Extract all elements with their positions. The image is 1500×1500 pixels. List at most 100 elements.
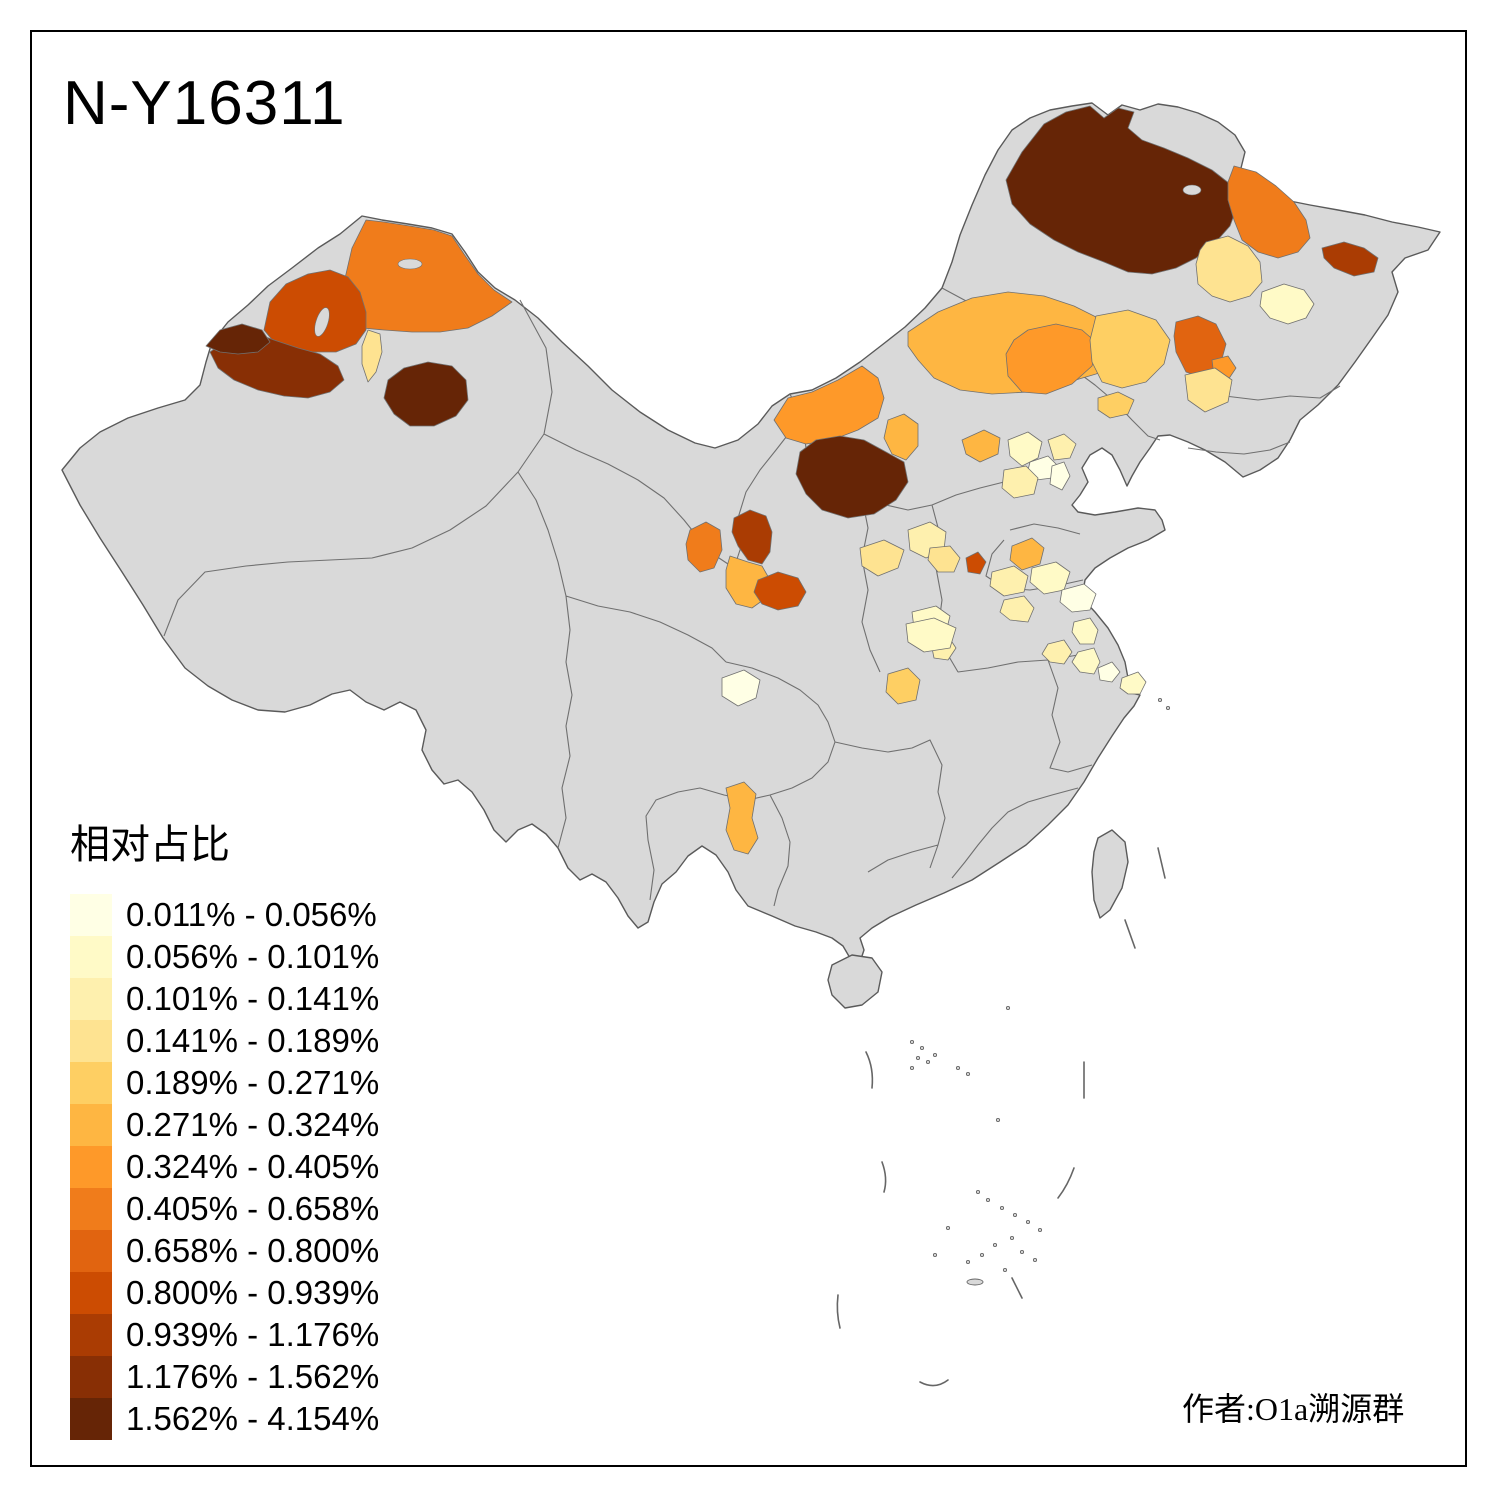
island <box>966 1278 984 1286</box>
map-region <box>731 509 773 565</box>
legend-item-label: 0.271% - 0.324% <box>126 1106 380 1143</box>
map-region <box>795 435 909 519</box>
map-region <box>339 219 513 333</box>
legend-item-label: 1.176% - 1.562% <box>126 1358 380 1395</box>
island-dot <box>995 1117 1001 1123</box>
legend-item: 0.271% - 0.324% <box>70 1104 379 1146</box>
dash-line <box>881 1161 887 1193</box>
map-region <box>1071 617 1099 645</box>
lake <box>314 307 330 337</box>
island-dot <box>999 1205 1005 1211</box>
dash-line <box>865 1051 874 1089</box>
map-region <box>721 669 761 707</box>
map-region <box>1049 461 1071 491</box>
legend-item: 0.056% - 0.101% <box>70 936 379 978</box>
legend-item: 0.939% - 1.176% <box>70 1314 379 1356</box>
map-region <box>961 429 1001 463</box>
island-dot <box>1025 1219 1031 1225</box>
lake <box>397 258 423 270</box>
map-region <box>1007 431 1043 467</box>
legend-swatch <box>70 1146 112 1188</box>
map-region <box>1097 661 1121 683</box>
legend-swatch <box>70 978 112 1020</box>
island-dot <box>1002 1267 1008 1273</box>
island-dot <box>965 1259 971 1265</box>
map-region <box>725 781 759 855</box>
map-region <box>885 667 921 705</box>
island-dot <box>909 1065 915 1071</box>
map-region <box>1097 391 1135 419</box>
island-dot <box>932 1252 938 1258</box>
legend-item-label: 0.189% - 0.271% <box>126 1064 380 1101</box>
island-dot <box>1165 705 1171 711</box>
island-dot <box>1157 697 1163 703</box>
island-dot <box>992 1242 998 1248</box>
island-dot <box>975 1189 981 1195</box>
map-region <box>1005 323 1099 395</box>
lakes <box>314 184 1202 337</box>
map-region <box>927 545 961 573</box>
island-dot <box>909 1039 915 1045</box>
legend-item: 0.405% - 0.658% <box>70 1188 379 1230</box>
map-region <box>905 617 957 653</box>
island-dot <box>979 1252 985 1258</box>
legend-item-label: 0.800% - 0.939% <box>126 1274 380 1311</box>
island-dot <box>1009 1235 1015 1241</box>
legend-swatch <box>70 936 112 978</box>
map-region <box>205 323 271 355</box>
map-region <box>773 365 885 445</box>
legend-item: 0.658% - 0.800% <box>70 1230 379 1272</box>
legend-swatch <box>70 1188 112 1230</box>
map-region <box>1071 647 1101 675</box>
map-region <box>685 521 723 573</box>
province-borders <box>163 287 1341 907</box>
legend-item-label: 0.324% - 0.405% <box>126 1148 380 1185</box>
legend-swatch <box>70 1104 112 1146</box>
legend-swatch <box>70 1398 112 1440</box>
legend-swatch <box>70 1020 112 1062</box>
legend-swatch <box>70 1314 112 1356</box>
island-dot <box>1012 1212 1018 1218</box>
dash-line <box>1124 919 1136 949</box>
legend: 相对占比 0.011% - 0.056% 0.056% - 0.101% 0.101… <box>70 812 379 1440</box>
legend-swatch <box>70 1230 112 1272</box>
map-region <box>883 413 919 461</box>
island-dot <box>1032 1257 1038 1263</box>
map-region <box>1259 283 1315 325</box>
map-region <box>1184 367 1233 413</box>
legend-title: 相对占比 <box>70 822 230 867</box>
province-border-lines <box>163 287 1341 907</box>
map-region <box>361 329 383 383</box>
legend-item-label: 1.562% - 4.154% <box>126 1400 380 1437</box>
page-title: N-Y16311 <box>63 69 346 138</box>
legend-item-label: 0.939% - 1.176% <box>126 1316 380 1353</box>
dash-line <box>1057 1167 1075 1199</box>
map-region <box>1195 235 1263 303</box>
map-region <box>383 361 469 427</box>
map-region <box>1041 639 1073 665</box>
map-region <box>1119 671 1147 695</box>
dash-line <box>919 1379 949 1387</box>
map-region <box>1227 165 1311 259</box>
legend-item-label: 0.405% - 0.658% <box>126 1190 380 1227</box>
map-region <box>859 539 905 577</box>
map-region <box>989 565 1029 597</box>
map-region <box>1089 309 1171 389</box>
taiwan-island <box>1091 829 1129 919</box>
island-dot <box>985 1197 991 1203</box>
legend-item-label: 0.141% - 0.189% <box>126 1022 380 1059</box>
map-region <box>1009 537 1045 571</box>
lake <box>1182 184 1202 196</box>
dash-line <box>836 1294 841 1329</box>
map-region <box>999 595 1035 623</box>
legend-item: 0.189% - 0.271% <box>70 1062 379 1104</box>
island-dot <box>925 1059 931 1065</box>
legend-item: 0.324% - 0.405% <box>70 1146 379 1188</box>
legend-item-label: 0.101% - 0.141% <box>126 980 380 1017</box>
legend-item: 0.011% - 0.056% <box>70 894 379 936</box>
map-region <box>965 551 987 575</box>
legend-item-label: 0.658% - 0.800% <box>126 1232 380 1269</box>
legend-item: 0.800% - 0.939% <box>70 1272 379 1314</box>
island-dot <box>919 1045 925 1051</box>
